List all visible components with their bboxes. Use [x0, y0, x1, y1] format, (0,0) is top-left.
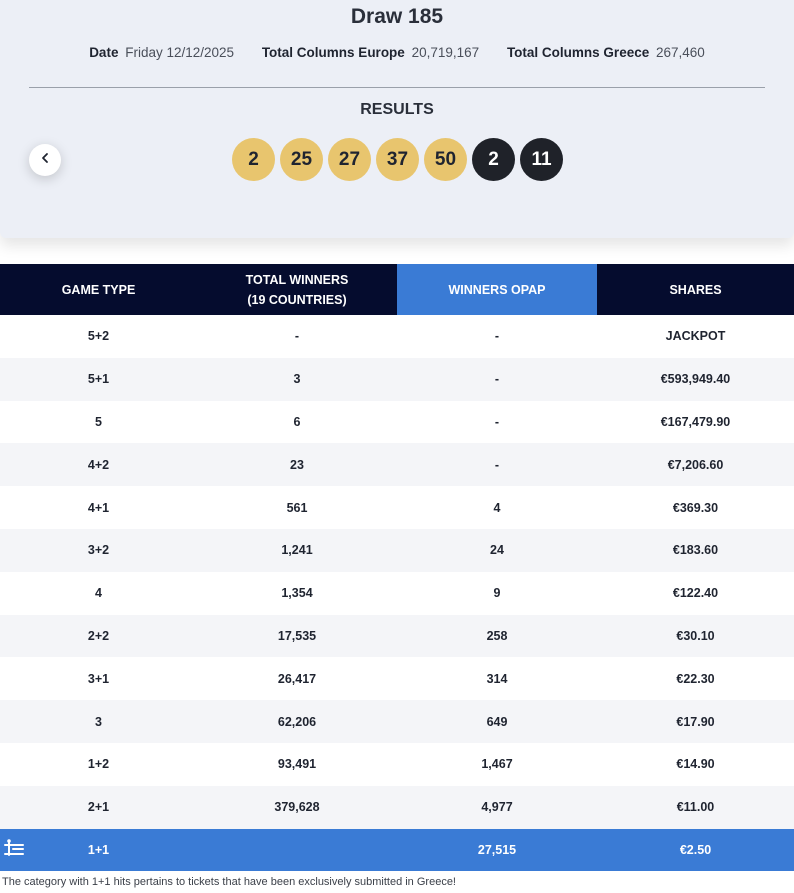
cell-game-type: 3+1: [0, 657, 197, 701]
table-row: 4+1 561 4 €369.30: [0, 486, 794, 529]
header-total-winners-line2: (19 COUNTRIES): [247, 292, 347, 307]
prize-table: GAME TYPE TOTAL WINNERS (19 COUNTRIES) W…: [0, 264, 794, 872]
chevron-left-icon: [39, 151, 51, 169]
cell-game-type: 5+2: [0, 315, 197, 358]
winning-numbers: 2 25 27 37 50 2 11: [232, 138, 563, 181]
cell-total-winners: 23: [197, 443, 397, 487]
star-number-ball: 11: [520, 138, 563, 181]
date-value: Friday 12/12/2025: [125, 45, 235, 60]
cell-game-type: 2+2: [0, 614, 197, 658]
cell-game-type: 2+1: [0, 785, 197, 829]
header-total-winners-line1: TOTAL WINNERS: [245, 272, 349, 287]
table-row-greece-only: 1+1 27,515 €2.50: [0, 828, 794, 872]
cell-game-type: 4+1: [0, 486, 197, 529]
greece-label: Total Columns Greece: [506, 45, 650, 60]
europe-label: Total Columns Europe: [261, 45, 405, 60]
cell-game-type: 1+2: [0, 742, 197, 786]
table-row: 5+2 - - JACKPOT: [0, 315, 794, 358]
cell-shares: €167,479.90: [597, 400, 794, 444]
cell-shares: €2.50: [597, 828, 794, 872]
cell-shares: €122.40: [597, 571, 794, 615]
table-row: 4 1,354 9 €122.40: [0, 571, 794, 615]
cell-total-winners: 1,241: [197, 528, 397, 572]
cell-winners-opap: -: [397, 315, 597, 358]
cell-total-winners: 17,535: [197, 614, 397, 658]
cell-shares: €11.00: [597, 785, 794, 829]
accessibility-icon[interactable]: [3, 837, 25, 859]
table-row: 2+1 379,628 4,977 €11.00: [0, 785, 794, 829]
cell-winners-opap: -: [397, 357, 597, 401]
cell-total-winners: 1,354: [197, 571, 397, 615]
cell-winners-opap: -: [397, 443, 597, 487]
cell-game-type: 4+2: [0, 443, 197, 487]
footnote: The category with 1+1 hits pertains to t…: [2, 876, 456, 888]
date-label: Date: [89, 45, 119, 60]
greece-value: 267,460: [656, 45, 705, 60]
cell-total-winners: 62,206: [197, 700, 397, 743]
table-row: 4+2 23 - €7,206.60: [0, 443, 794, 487]
total-columns-europe: Total Columns Europe 20,719,167: [262, 45, 479, 60]
star-number-ball: 2: [472, 138, 515, 181]
total-columns-greece: Total Columns Greece 267,460: [507, 45, 705, 60]
cell-game-type: 5: [0, 400, 197, 444]
header-winners-opap: WINNERS OPAP: [397, 264, 597, 315]
main-number-ball: 50: [424, 138, 467, 181]
cell-shares: €30.10: [597, 614, 794, 658]
table-row: 3+1 26,417 314 €22.30: [0, 657, 794, 701]
main-number-ball: 37: [376, 138, 419, 181]
cell-winners-opap: 9: [397, 571, 597, 615]
cell-winners-opap: 4: [397, 486, 597, 529]
previous-draw-button[interactable]: [29, 144, 61, 176]
cell-game-type: 3+2: [0, 528, 197, 572]
cell-shares: €369.30: [597, 486, 794, 529]
cell-game-type: 1+1: [0, 828, 197, 872]
europe-value: 20,719,167: [411, 45, 480, 60]
draw-meta: Date Friday 12/12/2025 Total Columns Eur…: [0, 45, 794, 60]
header-total-winners: TOTAL WINNERS (19 COUNTRIES): [197, 264, 397, 315]
table-row: 3+2 1,241 24 €183.60: [0, 528, 794, 572]
draw-title: Draw 185: [350, 5, 444, 28]
cell-shares: €14.90: [597, 742, 794, 786]
cell-total-winners: 379,628: [197, 785, 397, 829]
draw-date: Date Friday 12/12/2025: [89, 45, 234, 60]
header-game-type: GAME TYPE: [0, 264, 197, 315]
cell-winners-opap: -: [397, 400, 597, 444]
cell-winners-opap: 258: [397, 614, 597, 658]
table-header-row: GAME TYPE TOTAL WINNERS (19 COUNTRIES) W…: [0, 264, 794, 315]
table-row: 1+2 93,491 1,467 €14.90: [0, 742, 794, 786]
header-shares: SHARES: [597, 264, 794, 315]
cell-winners-opap: 649: [397, 700, 597, 743]
table-row: 5+1 3 - €593,949.40: [0, 357, 794, 401]
cell-total-winners: -: [197, 315, 397, 358]
cell-total-winners: 26,417: [197, 657, 397, 701]
cell-winners-opap: 1,467: [397, 742, 597, 786]
main-number-ball: 27: [328, 138, 371, 181]
cell-game-type: 3: [0, 700, 197, 743]
cell-shares: €17.90: [597, 700, 794, 743]
cell-winners-opap: 27,515: [397, 828, 597, 872]
cell-winners-opap: 314: [397, 657, 597, 701]
cell-total-winners: 93,491: [197, 742, 397, 786]
table-row: 5 6 - €167,479.90: [0, 400, 794, 444]
table-row: 2+2 17,535 258 €30.10: [0, 614, 794, 658]
cell-game-type: 5+1: [0, 357, 197, 401]
cell-winners-opap: 24: [397, 528, 597, 572]
divider: [29, 87, 765, 88]
main-number-ball: 25: [280, 138, 323, 181]
cell-winners-opap: 4,977: [397, 785, 597, 829]
cell-shares: JACKPOT: [597, 315, 794, 358]
cell-total-winners: [197, 828, 397, 872]
cell-shares: €593,949.40: [597, 357, 794, 401]
cell-shares: €183.60: [597, 528, 794, 572]
cell-shares: €22.30: [597, 657, 794, 701]
cell-total-winners: 3: [197, 357, 397, 401]
cell-shares: €7,206.60: [597, 443, 794, 487]
cell-total-winners: 6: [197, 400, 397, 444]
main-number-ball: 2: [232, 138, 275, 181]
cell-total-winners: 561: [197, 486, 397, 529]
cell-game-type: 4: [0, 571, 197, 615]
table-row: 3 62,206 649 €17.90: [0, 700, 794, 743]
draw-summary-panel: Draw 185 Date Friday 12/12/2025 Total Co…: [0, 0, 794, 238]
results-heading: RESULTS: [360, 101, 434, 118]
